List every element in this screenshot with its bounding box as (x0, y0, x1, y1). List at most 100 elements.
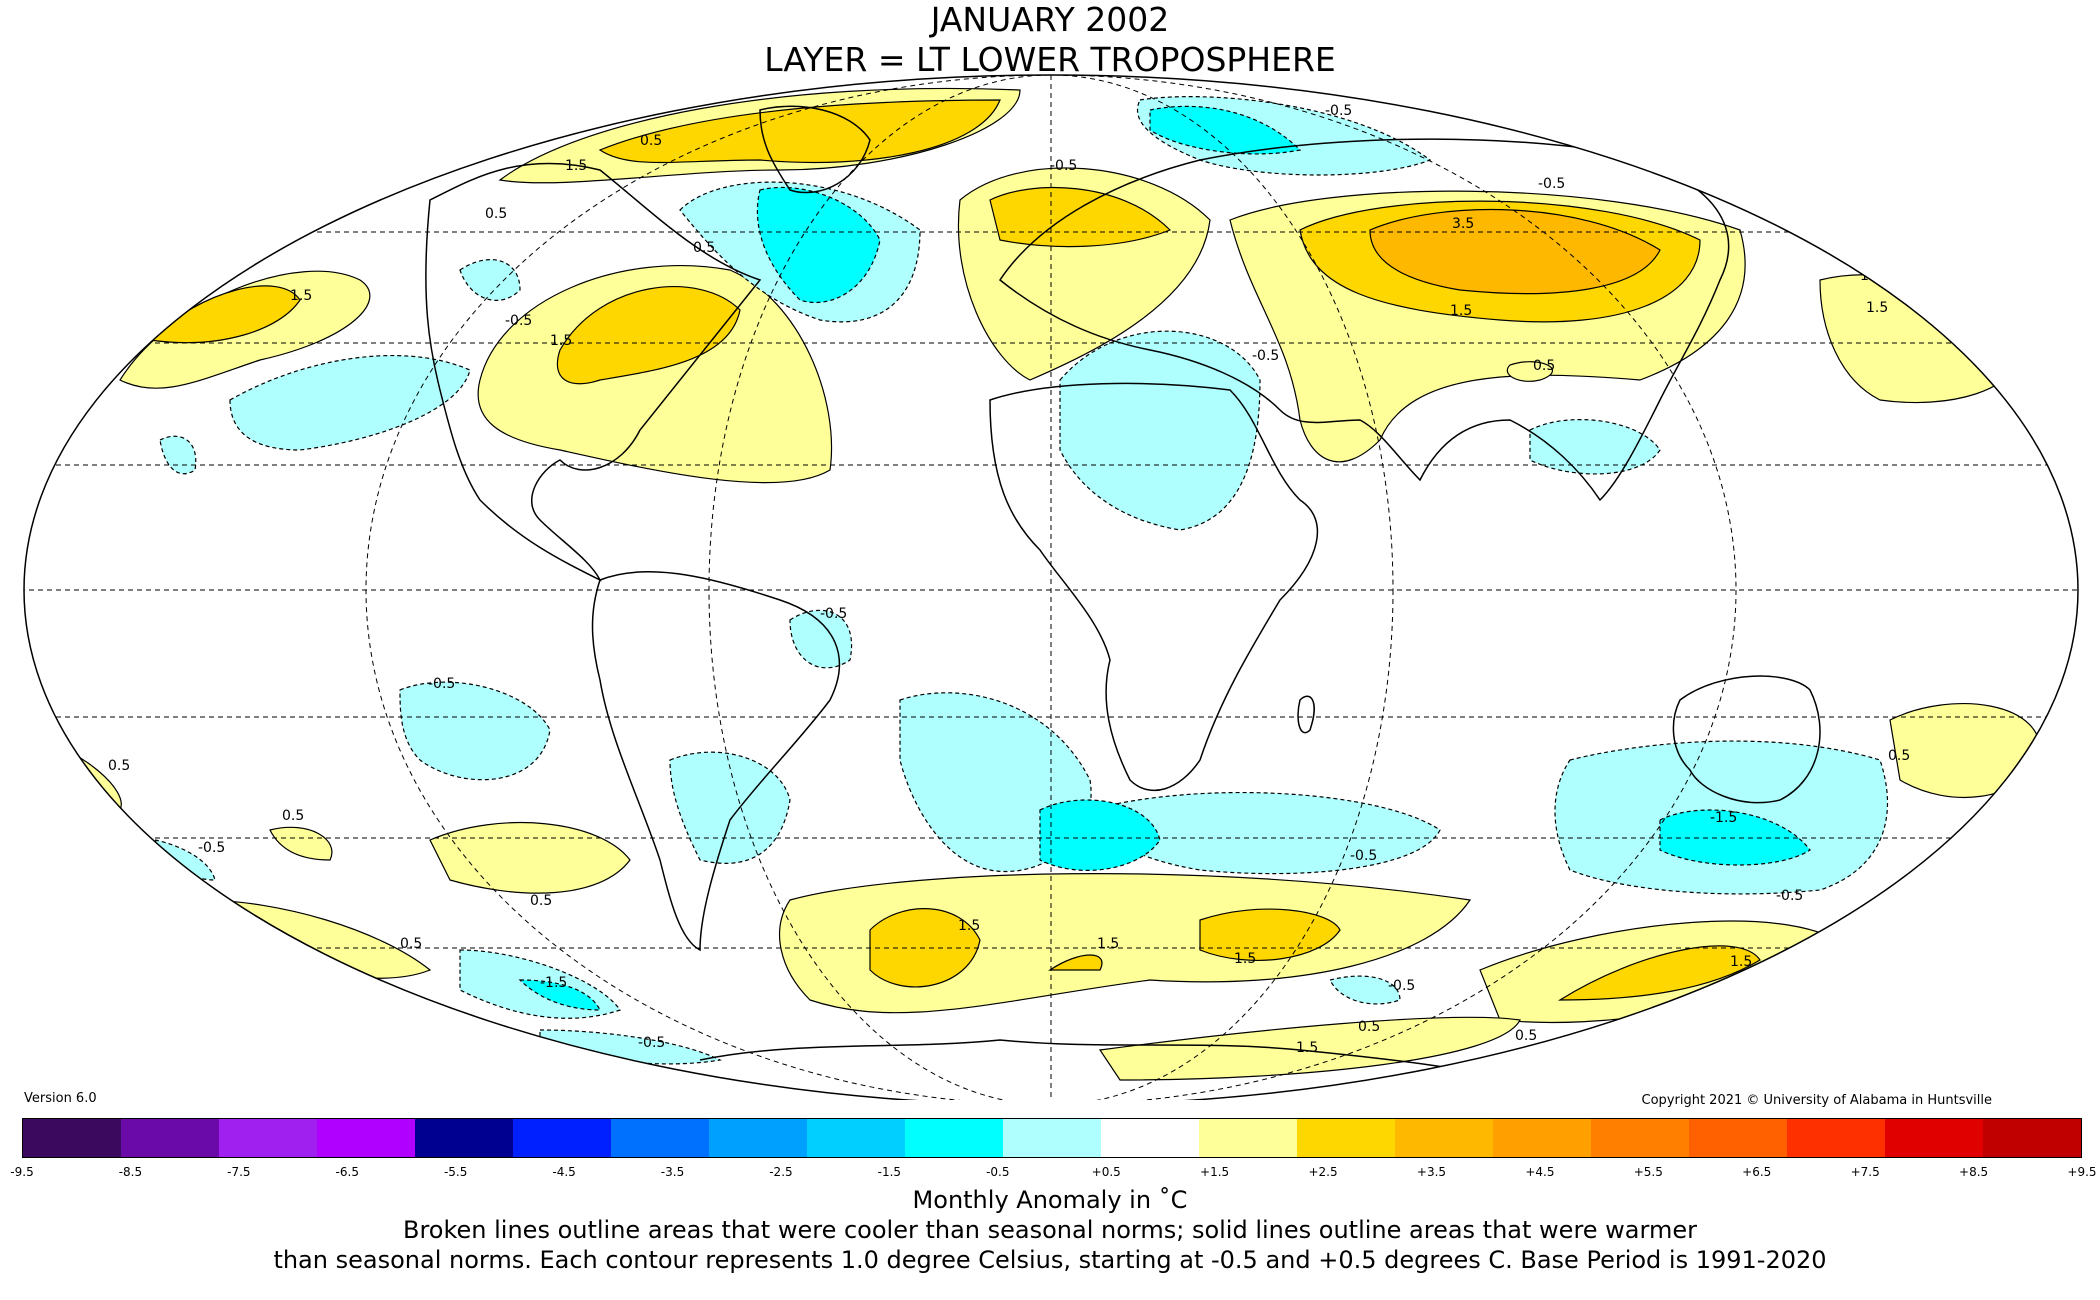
color-swatch (905, 1119, 1003, 1157)
cool-region-south-america (669, 751, 791, 864)
contour-label: -0.5 (198, 840, 225, 856)
copyright-label: Copyright 2021 © University of Alabama i… (1641, 1093, 1992, 1108)
color-swatch (1885, 1119, 1983, 1157)
contour-label: 0.5 (1533, 358, 1555, 374)
color-scale-tick: -1.5 (877, 1165, 902, 1179)
color-swatch (1101, 1119, 1199, 1157)
version-label: Version 6.0 (24, 1091, 97, 1106)
cool-region-north-pacific (229, 355, 471, 451)
color-swatch (1199, 1119, 1297, 1157)
contour-label: -0.5 (1325, 103, 1352, 119)
coast-antarctica (699, 1039, 1501, 1081)
warm-core-europe (989, 186, 1172, 248)
contour-label: 0.5 (693, 240, 715, 256)
contour-labels: -0.5 0.5 1.5 -0.5 0.5 1.5 -0.5 0.5 -0.5 … (108, 103, 1910, 1056)
color-swatch (23, 1119, 121, 1157)
coast-europe-asia (998, 138, 1730, 502)
cool-region-south-indian (1089, 791, 1441, 875)
color-scale-tick: -6.5 (335, 1165, 359, 1179)
color-swatch (611, 1119, 709, 1157)
color-scale-tick: +9.5 (2067, 1165, 2097, 1179)
map-border (23, 74, 2079, 1100)
warm-region-south-pacific-east (1889, 703, 2042, 798)
cool-region-pacific-north-west (159, 435, 197, 475)
contour-label: -0.5 (1388, 978, 1415, 994)
world-anomaly-map: -0.5 0.5 1.5 -0.5 0.5 1.5 -0.5 0.5 -0.5 … (23, 74, 2079, 1100)
contour-label: 1.5 (565, 158, 587, 174)
color-scale-tick: +8.5 (1959, 1165, 1989, 1179)
contour-label: 1.5 (1730, 954, 1752, 970)
color-swatch (1591, 1119, 1689, 1157)
color-swatch (1003, 1119, 1101, 1157)
contour-label: 1.5 (958, 918, 980, 934)
color-swatch (513, 1119, 611, 1157)
contour-label: 1.5 (1097, 936, 1119, 952)
contour-label: -1.5 (540, 975, 567, 991)
color-scale-tick: +2.5 (1308, 1165, 1338, 1179)
contour-label: -0.5 (1776, 888, 1803, 904)
color-swatch (415, 1119, 513, 1157)
warm-region-north-america (477, 265, 833, 484)
warm-region-southern-ocean (1098, 1016, 1521, 1081)
cool-region-north-africa (1059, 330, 1261, 531)
cool-region-antarctic-west (539, 1029, 722, 1065)
explanation-line-1: Broken lines outline areas that were coo… (403, 1216, 1697, 1244)
cool-region-southern-ocean-mid (1329, 975, 1401, 1005)
color-scale-tick: +0.5 (1091, 1165, 1121, 1179)
cold-core-southern-ocean-west (518, 979, 601, 1011)
cool-region-tropical-atlantic (789, 609, 853, 669)
color-scale-tick: +5.5 (1633, 1165, 1663, 1179)
contour-label: 0.5 (282, 808, 304, 824)
contour-label: 0.5 (1358, 1019, 1380, 1035)
color-scale-tick: -4.5 (552, 1165, 576, 1179)
color-swatch (709, 1119, 807, 1157)
color-scale-tick: +7.5 (1850, 1165, 1880, 1179)
units-label: Monthly Anomaly in ˚C (912, 1186, 1188, 1214)
map-subtitle: LAYER = LT LOWER TROPOSPHERE (764, 40, 1336, 79)
contour-label: 0.5 (530, 893, 552, 909)
contour-label: 0.5 (1888, 748, 1910, 764)
coast-africa (989, 382, 1319, 791)
warm-region-south-pacific (429, 821, 631, 894)
color-scale-tick: -7.5 (227, 1165, 251, 1179)
contour-label: -0.5 (1350, 848, 1377, 864)
color-swatch (1689, 1119, 1787, 1157)
coast-north-america (425, 162, 762, 582)
cool-region-east-pacific-south (399, 681, 551, 781)
contour-label: 0.5 (400, 936, 422, 952)
warm-core-south-atlantic-mid (1048, 954, 1103, 971)
color-scale-tick: -5.5 (443, 1165, 468, 1179)
contour-label: -1.5 (1710, 810, 1737, 826)
color-swatch (1493, 1119, 1591, 1157)
contour-label: 1.5 (1866, 300, 1888, 316)
contour-label: 3.5 (1452, 216, 1474, 232)
hot-anomaly-core (1369, 208, 1661, 295)
contour-label: -0.5 (428, 676, 455, 692)
warm-core-southern-ocean (1557, 945, 1761, 1001)
color-swatch (1983, 1119, 2081, 1157)
color-swatch (1297, 1119, 1395, 1157)
color-scale-tick: +6.5 (1742, 1165, 1772, 1179)
graticule (24, 75, 2078, 1100)
contour-label: 1.5 (1450, 303, 1472, 319)
cold-anomaly-cores (518, 105, 1811, 1011)
contour-label: 1.5 (290, 288, 312, 304)
explanation-line-2: than seasonal norms. Each contour repres… (273, 1246, 1827, 1274)
warm-region-tibet (1506, 361, 1554, 382)
contour-label: 1.5 (1234, 951, 1256, 967)
coast-south-america (591, 570, 841, 952)
contour-label: 1.5 (550, 333, 572, 349)
color-swatch (807, 1119, 905, 1157)
contour-label: 0.5 (108, 758, 130, 774)
color-scale-tick: -9.5 (10, 1165, 34, 1179)
contour-label: -0.5 (1538, 176, 1565, 192)
color-swatch (317, 1119, 415, 1157)
cold-core-south-atlantic (1039, 799, 1161, 871)
contour-label: -0.5 (1252, 348, 1279, 364)
color-scale-tick: -8.5 (118, 1165, 143, 1179)
color-scale-tick: -0.5 (986, 1165, 1010, 1179)
contour-label: -0.5 (638, 1035, 665, 1051)
color-scale-tick: -3.5 (660, 1165, 685, 1179)
contour-label: 0.5 (640, 133, 662, 149)
contour-label: 0.5 (1515, 1028, 1537, 1044)
